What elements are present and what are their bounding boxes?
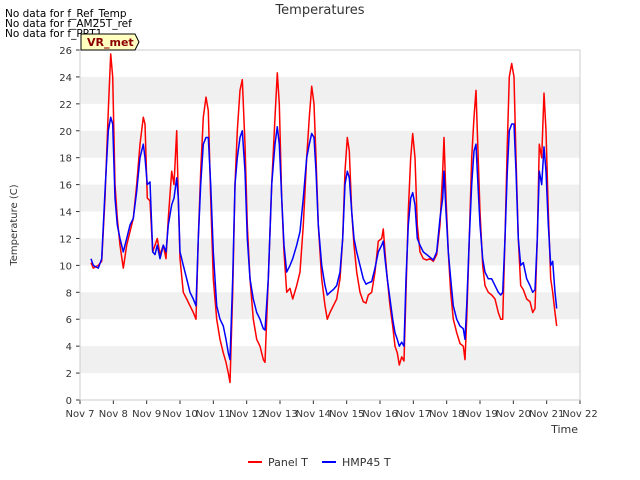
y-tick-label: 12 — [59, 234, 72, 245]
background-bands — [80, 76, 580, 374]
x-tick-label: Nov 20 — [496, 409, 531, 420]
grid-band — [80, 130, 580, 158]
y-tick-label: 2 — [66, 369, 72, 380]
badge-label: VR_met — [87, 36, 134, 49]
vr-met-badge: VR_met — [80, 33, 140, 51]
y-tick-label: 4 — [66, 342, 72, 353]
y-tick-label: 26 — [59, 46, 72, 57]
x-tick-label: Nov 13 — [262, 409, 297, 420]
y-tick-label: 20 — [59, 127, 72, 138]
series-line-panel-t — [90, 53, 558, 384]
x-tick-label: Nov 7 — [65, 409, 94, 420]
plot-frame — [79, 49, 581, 401]
grid-band — [80, 238, 580, 266]
notice-ref-temp: No data for f_Ref_Temp — [5, 8, 127, 20]
x-tick-label: Nov 14 — [296, 409, 331, 420]
y-tick-label: 14 — [59, 208, 72, 219]
grid-band — [80, 292, 580, 320]
y-tick-label: 16 — [59, 181, 72, 192]
legend-label-panel-t: Panel T — [268, 456, 308, 469]
x-tick-label: Nov 22 — [562, 409, 597, 420]
y-tick-label: 24 — [59, 73, 72, 84]
x-tick-label: Nov 15 — [329, 409, 364, 420]
legend: Panel T HMP45 T — [248, 456, 391, 469]
y-tick-label: 10 — [59, 261, 72, 272]
chart-title: Temperatures — [274, 3, 364, 18]
x-tick-label: Nov 16 — [362, 409, 397, 420]
y-tick-label: 6 — [66, 315, 72, 326]
grid-band — [80, 184, 580, 212]
x-tick-label: Nov 19 — [462, 409, 497, 420]
x-tick-label: Nov 12 — [229, 409, 264, 420]
x-tick-label: Nov 18 — [429, 409, 464, 420]
badge-shape — [80, 33, 140, 51]
y-tick-label: 0 — [66, 396, 72, 407]
notice-am25t-ref: No data for f_AM25T_ref — [5, 18, 132, 30]
x-axis-label: Time — [550, 423, 578, 436]
x-tick-label: Nov 10 — [162, 409, 197, 420]
grid-band — [80, 346, 580, 374]
x-tick-label: Nov 11 — [196, 409, 231, 420]
series-line-hmp45-t — [90, 116, 558, 361]
x-tick-label: Nov 9 — [132, 409, 161, 420]
y-axis-label: Temperature (C) — [9, 184, 20, 266]
y-tick-label: 8 — [66, 288, 72, 299]
x-tick-label: Nov 8 — [99, 409, 128, 420]
legend-label-hmp45-t: HMP45 T — [342, 456, 391, 469]
y-tick-label: 22 — [59, 100, 72, 111]
x-tick-label: Nov 21 — [529, 409, 564, 420]
x-tick-label: Nov 17 — [396, 409, 431, 420]
y-tick-label: 18 — [59, 154, 72, 165]
series-lines — [90, 53, 558, 384]
grid-band — [80, 76, 580, 104]
notice-prt1: No data for f_PRT1 — [5, 28, 103, 40]
